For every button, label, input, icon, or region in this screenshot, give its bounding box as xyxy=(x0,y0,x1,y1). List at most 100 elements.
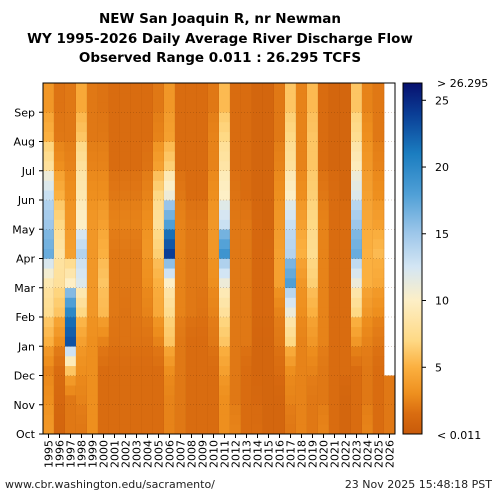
heatmap-cell-1995-nov xyxy=(43,395,55,406)
heatmap-cell-2018-feb xyxy=(296,307,308,318)
heatmap-cell-2019-feb xyxy=(307,297,319,308)
heatmap-cell-1996-mar xyxy=(54,278,66,289)
heatmap-cell-2010-may xyxy=(208,200,220,211)
heatmap-cell-1996-dec xyxy=(54,365,66,376)
chart-title-line-2: WY 1995-2026 Daily Average River Dischar… xyxy=(27,31,413,47)
heatmap-cell-2025-apr xyxy=(373,248,385,259)
heatmap-cell-2002-jun xyxy=(120,190,132,201)
heatmap-cell-2022-mar xyxy=(340,268,352,279)
heatmap-cell-2008-mar xyxy=(186,258,198,269)
heatmap-cell-2013-aug xyxy=(241,122,253,133)
heatmap-cell-1996-jun xyxy=(54,180,66,191)
heatmap-cell-2005-jan xyxy=(153,336,165,347)
heatmap-cell-2024-jul xyxy=(362,141,374,152)
heatmap-cell-2025-dec xyxy=(373,365,385,376)
heatmap-cell-1995-jul xyxy=(43,141,55,152)
heatmap-cell-2012-may xyxy=(230,209,242,220)
heatmap-cell-2001-jan xyxy=(109,317,121,328)
heatmap-cell-1996-feb xyxy=(54,307,66,318)
heatmap-cell-2004-mar xyxy=(142,258,154,269)
heatmap-cell-2023-jul xyxy=(351,141,363,152)
x-tick-label-2026: 2026 xyxy=(384,440,397,468)
heatmap-cell-2003-jan xyxy=(131,336,143,347)
heatmap-cell-2014-feb xyxy=(252,287,264,298)
heatmap-cell-2011-aug xyxy=(219,131,231,142)
heatmap-cell-2000-sep xyxy=(98,83,110,94)
heatmap-cell-2021-feb xyxy=(329,297,341,308)
heatmap-cell-2014-may xyxy=(252,209,264,220)
heatmap-cell-2014-jan xyxy=(252,317,264,328)
heatmap-cell-2015-mar xyxy=(263,278,275,289)
heatmap-cell-2022-may xyxy=(340,209,352,220)
footer-source-url[interactable]: www.cbr.washington.edu/sacramento/ xyxy=(5,478,215,491)
heatmap-cell-2004-sep xyxy=(142,92,154,103)
heatmap-cell-2001-dec xyxy=(109,356,121,367)
heatmap-cell-2024-jun xyxy=(362,180,374,191)
heatmap-cell-2022-feb xyxy=(340,307,352,318)
heatmap-cell-2000-feb xyxy=(98,297,110,308)
heatmap-cell-2004-aug xyxy=(142,122,154,133)
heatmap-cell-2012-jan xyxy=(230,336,242,347)
heatmap-cell-2010-may xyxy=(208,219,220,230)
heatmap-cell-2022-apr xyxy=(340,248,352,259)
heatmap-cell-2020-sep xyxy=(318,92,330,103)
heatmap-cell-2019-may xyxy=(307,200,319,211)
heatmap-cell-2018-mar xyxy=(296,278,308,289)
heatmap-cell-2024-feb xyxy=(362,297,374,308)
heatmap-cell-2007-jun xyxy=(175,170,187,181)
heatmap-cell-2021-jul xyxy=(329,141,341,152)
heatmap-cell-2013-mar xyxy=(241,268,253,279)
heatmap-cell-2016-aug xyxy=(274,112,286,123)
heatmap-cell-2008-jul xyxy=(186,151,198,162)
heatmap-cell-2005-apr xyxy=(153,229,165,240)
heatmap-cell-2004-oct xyxy=(142,404,154,415)
heatmap-cell-2021-aug xyxy=(329,112,341,123)
heatmap-cell-2016-dec xyxy=(274,365,286,376)
heatmap-cell-1998-jul xyxy=(76,141,88,152)
heatmap-cell-2018-jan xyxy=(296,326,308,337)
heatmap-cell-2011-feb xyxy=(219,307,231,318)
heatmap-cell-2005-feb xyxy=(153,297,165,308)
heatmap-cell-2014-jun xyxy=(252,180,264,191)
heatmap-cell-2012-jun xyxy=(230,190,242,201)
heatmap-cell-2013-feb xyxy=(241,297,253,308)
heatmap-cell-2018-sep xyxy=(296,83,308,94)
heatmap-cell-2002-nov xyxy=(120,385,132,396)
heatmap-cell-1997-jul xyxy=(65,161,77,172)
heatmap-cell-1997-nov xyxy=(65,375,77,386)
heatmap-cell-1997-jul xyxy=(65,151,77,162)
heatmap-cell-2002-may xyxy=(120,209,132,220)
heatmap-cell-2012-mar xyxy=(230,278,242,289)
heatmap-cell-2023-feb xyxy=(351,297,363,308)
heatmap-cell-2001-sep xyxy=(109,102,121,113)
heatmap-cell-2019-nov xyxy=(307,375,319,386)
x-tick-label-2025: 2025 xyxy=(373,440,386,468)
heatmap-cell-2006-mar xyxy=(164,268,176,279)
heatmap-cell-2017-mar xyxy=(285,268,297,279)
heatmap-cell-1998-aug xyxy=(76,122,88,133)
heatmap-cell-1996-feb xyxy=(54,287,66,298)
heatmap-cell-2007-mar xyxy=(175,268,187,279)
y-tick-label-aug: Aug xyxy=(14,136,35,149)
x-tick-label-2021: 2021 xyxy=(329,440,342,468)
heatmap-cell-2014-aug xyxy=(252,112,264,123)
heatmap-cell-1997-sep xyxy=(65,102,77,113)
heatmap-cell-2008-may xyxy=(186,219,198,230)
heatmap-cell-2001-mar xyxy=(109,258,121,269)
heatmap-cell-2024-jan xyxy=(362,317,374,328)
heatmap-cell-2002-sep xyxy=(120,102,132,113)
heatmap-cell-2015-jun xyxy=(263,190,275,201)
heatmap-cell-2006-jul xyxy=(164,141,176,152)
heatmap-cell-2025-jun xyxy=(373,190,385,201)
heatmap-cell-2011-sep xyxy=(219,92,231,103)
heatmap-cell-2013-may xyxy=(241,200,253,211)
heatmap-cell-2012-oct xyxy=(230,414,242,425)
heatmap-cell-1998-dec xyxy=(76,365,88,376)
heatmap-cell-1995-feb xyxy=(43,307,55,318)
heatmap-cell-2001-jun xyxy=(109,180,121,191)
heatmap-cell-2014-mar xyxy=(252,268,264,279)
heatmap-cell-2015-nov xyxy=(263,385,275,396)
heatmap-cell-2008-sep xyxy=(186,83,198,94)
heatmap-cell-2005-jul xyxy=(153,151,165,162)
heatmap-cell-2007-dec xyxy=(175,365,187,376)
